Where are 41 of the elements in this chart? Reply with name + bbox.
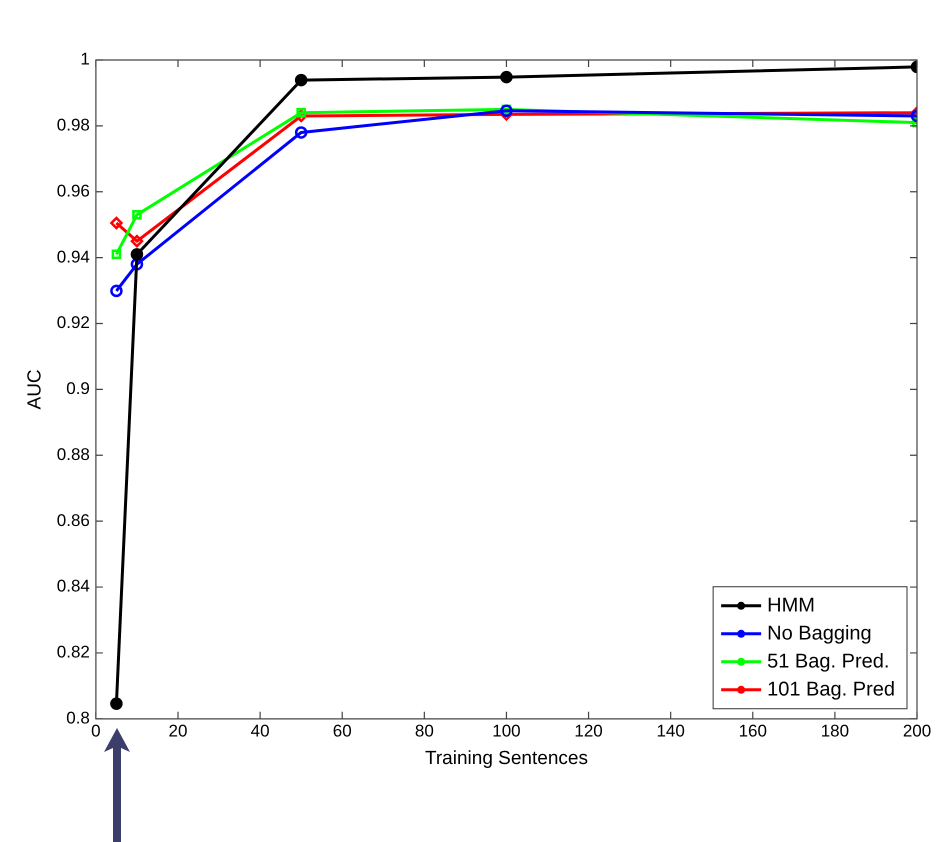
legend-label: 101 Bag. Pred bbox=[767, 678, 896, 700]
y-tick-label: 0.92 bbox=[56, 313, 90, 332]
y-tick-label: 0.9 bbox=[66, 379, 90, 398]
x-tick-label: 120 bbox=[574, 722, 603, 741]
y-tick-label: 0.96 bbox=[56, 181, 90, 200]
point bbox=[130, 234, 144, 248]
x-tick-label: 0 bbox=[91, 722, 101, 741]
legend-label: 51 Bag. Pred. bbox=[767, 650, 890, 672]
x-tick-label: 180 bbox=[820, 722, 850, 741]
point bbox=[500, 104, 513, 117]
point bbox=[130, 258, 144, 270]
x-tick-label: 40 bbox=[250, 722, 270, 741]
x-tick-label: 20 bbox=[168, 722, 188, 741]
x-tick-label: 160 bbox=[738, 722, 767, 741]
y-tick-label: 0.94 bbox=[56, 247, 90, 266]
y-tick-label: 0.84 bbox=[56, 576, 90, 596]
x-tick-label: 200 bbox=[902, 722, 932, 741]
x-tick-label: 80 bbox=[414, 722, 434, 741]
legend-label: No Bagging bbox=[767, 622, 872, 644]
x-tick-label: 140 bbox=[656, 722, 685, 741]
point bbox=[294, 74, 308, 86]
point bbox=[110, 697, 123, 710]
point bbox=[132, 210, 142, 220]
y-tick-label: 0.82 bbox=[56, 642, 90, 662]
y-tick-label: 0.88 bbox=[56, 444, 90, 464]
x-tick-label: 60 bbox=[332, 722, 352, 741]
x-tick-label: 100 bbox=[492, 722, 521, 741]
y-tick-label: 0.8 bbox=[66, 708, 90, 728]
y-tick-label: 0.98 bbox=[56, 116, 90, 135]
legend-label: HMM bbox=[767, 594, 815, 616]
point bbox=[296, 108, 306, 118]
y-axis-title: AUC bbox=[24, 369, 46, 410]
point bbox=[110, 284, 123, 298]
y-tick-label: 0.86 bbox=[56, 510, 90, 530]
point bbox=[110, 216, 123, 230]
point bbox=[500, 70, 513, 84]
x-axis-title: Training Sentences bbox=[424, 748, 588, 769]
point bbox=[130, 248, 144, 261]
point bbox=[294, 126, 308, 139]
point bbox=[112, 250, 122, 260]
y-tick-label: 1 bbox=[80, 50, 90, 69]
